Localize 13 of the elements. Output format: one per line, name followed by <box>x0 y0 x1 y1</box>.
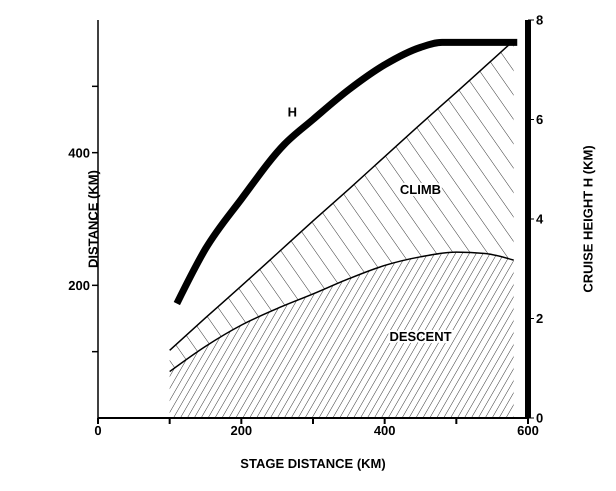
x-axis-title: STAGE DISTANCE (KM) <box>240 456 386 471</box>
y2-tick-label: 8 <box>536 12 544 28</box>
x-tick-label: 400 <box>374 423 396 438</box>
y2-axis-title: CRUISE HEIGHT H (KM) <box>580 145 596 293</box>
y-axis-title: DISTANCE (KM) <box>86 170 101 268</box>
series-label: H <box>288 104 298 120</box>
x-tick-label: 200 <box>230 423 252 438</box>
x-tick-label: 600 <box>517 423 539 438</box>
y2-tick-label: 6 <box>536 112 544 128</box>
y2-tick-label: 2 <box>536 311 544 326</box>
y2-tick-label: 4 <box>536 212 544 227</box>
x-tick-label: 0 <box>94 423 102 438</box>
y2-tick-label: 0 <box>536 410 544 426</box>
